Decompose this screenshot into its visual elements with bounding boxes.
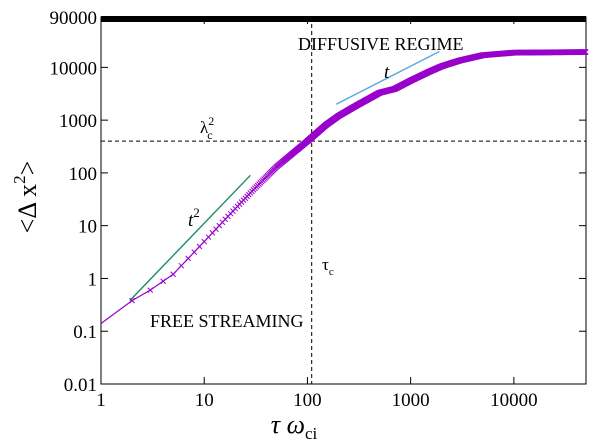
- data-point: [201, 238, 208, 245]
- data-point: [147, 287, 154, 294]
- data-point-stroke: [170, 271, 176, 278]
- y-axis-title-tail: >: [13, 161, 42, 176]
- data-point-stroke: [582, 49, 589, 56]
- y-tick-label: 100: [69, 164, 98, 185]
- slope-line-t: [335, 50, 440, 105]
- data-point: [185, 255, 192, 262]
- x-tick-label: 10: [195, 390, 214, 411]
- data-point-stroke: [201, 238, 208, 245]
- data-point-stroke: [178, 262, 185, 269]
- annotation-free-streaming: FREE STREAMING: [150, 311, 304, 331]
- x-tick-label: 1: [96, 390, 106, 411]
- y-tick-label: 10: [78, 217, 97, 238]
- annotation-tau-c: τc: [322, 255, 334, 278]
- y-tick-label: 1000: [59, 111, 97, 132]
- x-axis-title: τ ωci: [271, 410, 318, 443]
- msd-curve: [100, 51, 587, 324]
- lambda-sub: c: [207, 128, 212, 142]
- data-point: [129, 297, 135, 304]
- y-tick-label: 0.01: [64, 375, 97, 396]
- x-axis-ticks: 1 10 100 1000 10000: [96, 17, 538, 411]
- slope-t2-main: t: [188, 210, 194, 231]
- data-point-stroke: [185, 255, 192, 262]
- data-point: [178, 262, 185, 269]
- tau-main: τ: [322, 255, 329, 274]
- msd-markers: [129, 49, 589, 304]
- y-tick-label: 0.1: [73, 322, 97, 343]
- x-axis-title-main: τ ω: [271, 410, 305, 439]
- data-point: [170, 271, 176, 278]
- y-tick-label: 90000: [50, 8, 98, 29]
- reference-slope-lines: [129, 50, 440, 302]
- data-point-stroke: [147, 287, 154, 294]
- slope-line-t2: [129, 174, 251, 302]
- reference-guides: [101, 17, 586, 384]
- x-axis-title-sub: ci: [305, 424, 318, 443]
- y-tick-label: 10000: [50, 58, 98, 79]
- x-tick-label: 1000: [392, 390, 430, 411]
- x-tick-label: 100: [293, 390, 322, 411]
- data-point-stroke: [196, 243, 203, 250]
- data-point-stroke: [160, 278, 166, 285]
- lambda-main: λ: [200, 118, 209, 137]
- annotation-lambda-c: λ2 c: [200, 114, 214, 142]
- data-point: [191, 249, 198, 255]
- tau-sub: c: [329, 266, 334, 278]
- x-tick-label: 10000: [490, 390, 538, 411]
- slope-label-t2: t2: [188, 205, 200, 231]
- slope-t2-sup: 2: [193, 205, 200, 220]
- data-point-stroke: [129, 297, 135, 304]
- data-point: [196, 243, 203, 250]
- y-axis-title-sup: 2: [10, 175, 29, 184]
- y-axis-ticks: 0.01 0.1 1 10 100 1000 10000 90000: [50, 8, 586, 396]
- data-point: [582, 49, 589, 56]
- data-point: [160, 278, 166, 285]
- y-tick-label: 1: [88, 269, 98, 290]
- y-axis-title-main: <Δ x: [13, 184, 42, 233]
- y-axis-title: <Δ x2>: [10, 161, 42, 234]
- slope-label-t: t: [384, 62, 390, 83]
- data-point-stroke: [191, 249, 198, 255]
- plot-frame: [100, 16, 587, 385]
- data-series: [100, 49, 589, 324]
- lambda-sup: 2: [208, 114, 214, 128]
- annotation-diffusive-regime: DIFFUSIVE REGIME: [298, 34, 464, 54]
